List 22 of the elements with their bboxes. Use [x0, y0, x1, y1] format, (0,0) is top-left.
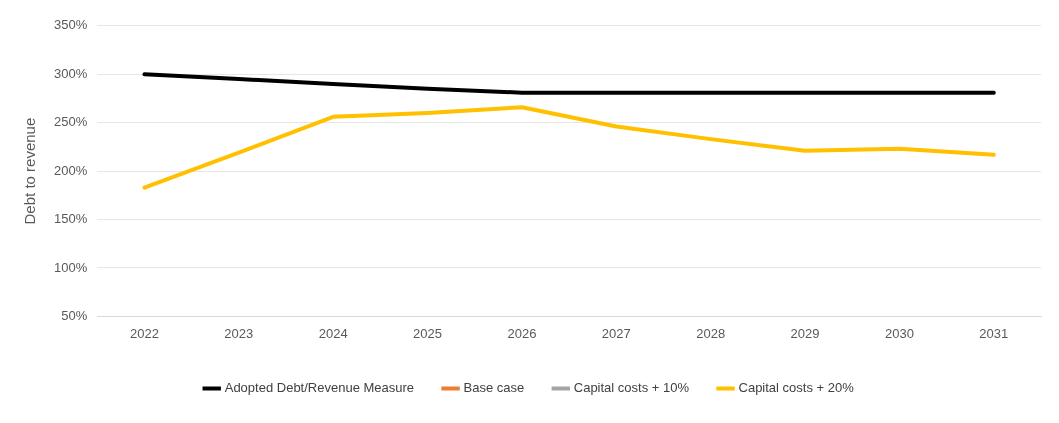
y-tick-label: 200% — [54, 162, 88, 178]
x-tick-label: 2029 — [790, 325, 820, 341]
legend-label: Capital costs + 20% — [738, 380, 855, 396]
y-axis-title: Debt to revenue — [21, 117, 39, 225]
x-tick-label: 2024 — [318, 325, 348, 341]
y-tick-label: 300% — [54, 65, 88, 81]
legend-label: Capital costs + 10% — [573, 380, 690, 396]
x-tick-label: 2031 — [979, 325, 1009, 341]
legend-label: Adopted Debt/Revenue Measure — [224, 380, 415, 396]
y-tick-label: 50% — [61, 307, 88, 323]
x-tick-label: 2027 — [601, 325, 631, 341]
x-tick-label: 2028 — [696, 325, 726, 341]
y-tick-label: 350% — [54, 17, 88, 33]
x-tick-label: 2023 — [224, 325, 254, 341]
x-tick-label: 2026 — [507, 325, 537, 341]
y-tick-label: 250% — [54, 114, 88, 130]
y-tick-label: 150% — [54, 211, 88, 227]
legend-label: Base case — [463, 380, 525, 396]
x-tick-label: 2030 — [884, 325, 914, 341]
x-tick-label: 2022 — [129, 325, 159, 341]
x-tick-label: 2025 — [413, 325, 443, 341]
y-tick-label: 100% — [54, 259, 88, 275]
